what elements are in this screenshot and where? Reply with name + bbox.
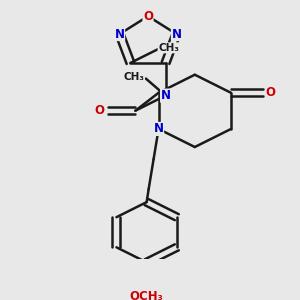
Text: N: N [171, 28, 182, 40]
Text: CH₃: CH₃ [158, 43, 179, 53]
Text: OCH₃: OCH₃ [130, 290, 164, 300]
Text: N: N [154, 122, 164, 135]
Text: O: O [143, 10, 153, 23]
Text: N: N [160, 89, 171, 102]
Text: CH₃: CH₃ [123, 72, 144, 82]
Text: O: O [94, 104, 105, 117]
Text: O: O [266, 86, 276, 99]
Text: N: N [115, 28, 124, 40]
